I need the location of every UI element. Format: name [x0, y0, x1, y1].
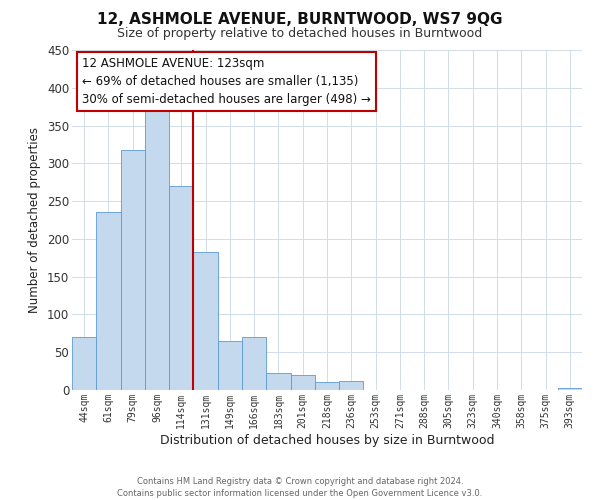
Bar [145, 110, 169, 390]
Bar [339, 381, 364, 390]
Text: Contains HM Land Registry data © Crown copyright and database right 2024.
Contai: Contains HM Land Registry data © Crown c… [118, 476, 482, 498]
Bar [72, 337, 96, 390]
Bar [193, 252, 218, 390]
Text: Size of property relative to detached houses in Burntwood: Size of property relative to detached ho… [118, 28, 482, 40]
Bar [315, 382, 339, 390]
Y-axis label: Number of detached properties: Number of detached properties [28, 127, 41, 313]
Bar [121, 150, 145, 390]
Bar [169, 186, 193, 390]
Bar [242, 337, 266, 390]
X-axis label: Distribution of detached houses by size in Burntwood: Distribution of detached houses by size … [160, 434, 494, 446]
Bar [290, 375, 315, 390]
Bar [96, 212, 121, 390]
Bar [558, 388, 582, 390]
Text: 12, ASHMOLE AVENUE, BURNTWOOD, WS7 9QG: 12, ASHMOLE AVENUE, BURNTWOOD, WS7 9QG [97, 12, 503, 28]
Text: 12 ASHMOLE AVENUE: 123sqm
← 69% of detached houses are smaller (1,135)
30% of se: 12 ASHMOLE AVENUE: 123sqm ← 69% of detac… [82, 57, 371, 106]
Bar [218, 341, 242, 390]
Bar [266, 374, 290, 390]
